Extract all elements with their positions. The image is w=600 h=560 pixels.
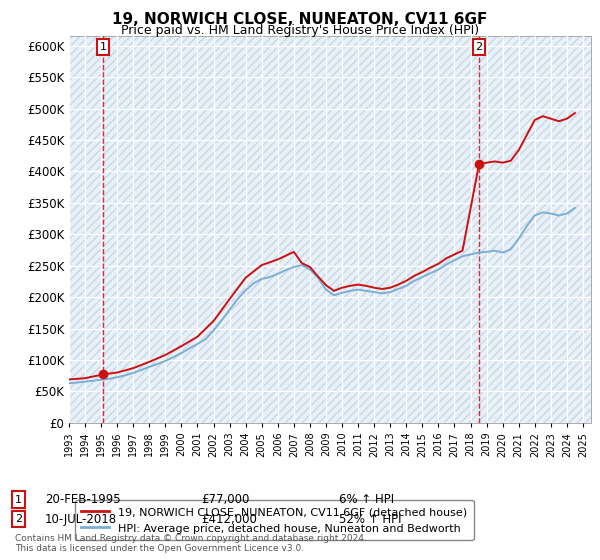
19, NORWICH CLOSE, NUNEATON, CV11 6GF (detached house) bbox=[491, 158, 498, 165]
19, NORWICH CLOSE, NUNEATON, CV11 6GF (detached house) bbox=[563, 115, 571, 122]
19, NORWICH CLOSE, NUNEATON, CV11 6GF (detached house) bbox=[411, 272, 418, 279]
19, NORWICH CLOSE, NUNEATON, CV11 6GF (detached house) bbox=[100, 371, 107, 378]
Text: 1: 1 bbox=[15, 494, 22, 505]
19, NORWICH CLOSE, NUNEATON, CV11 6GF (detached house) bbox=[113, 369, 121, 376]
Legend: 19, NORWICH CLOSE, NUNEATON, CV11 6GF (detached house), HPI: Average price, deta: 19, NORWICH CLOSE, NUNEATON, CV11 6GF (d… bbox=[74, 500, 473, 540]
19, NORWICH CLOSE, NUNEATON, CV11 6GF (detached house) bbox=[162, 352, 169, 358]
19, NORWICH CLOSE, NUNEATON, CV11 6GF (detached house) bbox=[274, 256, 281, 263]
19, NORWICH CLOSE, NUNEATON, CV11 6GF (detached house) bbox=[307, 264, 314, 270]
19, NORWICH CLOSE, NUNEATON, CV11 6GF (detached house) bbox=[547, 115, 554, 122]
19, NORWICH CLOSE, NUNEATON, CV11 6GF (detached house) bbox=[443, 255, 450, 262]
19, NORWICH CLOSE, NUNEATON, CV11 6GF (detached house) bbox=[242, 274, 249, 281]
19, NORWICH CLOSE, NUNEATON, CV11 6GF (detached house) bbox=[507, 157, 514, 164]
19, NORWICH CLOSE, NUNEATON, CV11 6GF (detached house) bbox=[435, 260, 442, 267]
HPI: Average price, detached house, Nuneaton and Bedworth: (2.01e+03, 2.31e+05): Average price, detached house, Nuneaton … bbox=[314, 274, 322, 281]
19, NORWICH CLOSE, NUNEATON, CV11 6GF (detached house) bbox=[82, 375, 89, 381]
19, NORWICH CLOSE, NUNEATON, CV11 6GF (detached house) bbox=[314, 273, 322, 280]
19, NORWICH CLOSE, NUNEATON, CV11 6GF (detached house) bbox=[515, 147, 523, 153]
19, NORWICH CLOSE, NUNEATON, CV11 6GF (detached house) bbox=[65, 376, 73, 383]
19, NORWICH CLOSE, NUNEATON, CV11 6GF (detached house) bbox=[210, 318, 217, 324]
19, NORWICH CLOSE, NUNEATON, CV11 6GF (detached house) bbox=[379, 286, 386, 292]
Text: 2: 2 bbox=[15, 514, 22, 524]
19, NORWICH CLOSE, NUNEATON, CV11 6GF (detached house) bbox=[403, 277, 410, 284]
HPI: Average price, detached house, Nuneaton and Bedworth: (2.01e+03, 2.37e+05): Average price, detached house, Nuneaton … bbox=[274, 270, 281, 277]
19, NORWICH CLOSE, NUNEATON, CV11 6GF (detached house) bbox=[483, 160, 490, 166]
19, NORWICH CLOSE, NUNEATON, CV11 6GF (detached house) bbox=[523, 132, 530, 138]
19, NORWICH CLOSE, NUNEATON, CV11 6GF (detached house) bbox=[451, 251, 458, 258]
Text: 10-JUL-2018: 10-JUL-2018 bbox=[45, 512, 117, 526]
19, NORWICH CLOSE, NUNEATON, CV11 6GF (detached house) bbox=[539, 113, 547, 119]
19, NORWICH CLOSE, NUNEATON, CV11 6GF (detached house) bbox=[395, 281, 402, 288]
Text: 2: 2 bbox=[475, 42, 482, 52]
19, NORWICH CLOSE, NUNEATON, CV11 6GF (detached house) bbox=[298, 260, 305, 267]
19, NORWICH CLOSE, NUNEATON, CV11 6GF (detached house) bbox=[362, 282, 370, 289]
19, NORWICH CLOSE, NUNEATON, CV11 6GF (detached house) bbox=[499, 160, 506, 166]
Text: Contains HM Land Registry data © Crown copyright and database right 2024.
This d: Contains HM Land Registry data © Crown c… bbox=[15, 534, 367, 553]
19, NORWICH CLOSE, NUNEATON, CV11 6GF (detached house) bbox=[226, 296, 233, 302]
19, NORWICH CLOSE, NUNEATON, CV11 6GF (detached house) bbox=[571, 110, 578, 116]
19, NORWICH CLOSE, NUNEATON, CV11 6GF (detached house) bbox=[322, 282, 329, 288]
19, NORWICH CLOSE, NUNEATON, CV11 6GF (detached house) bbox=[475, 161, 482, 167]
Text: Price paid vs. HM Land Registry's House Price Index (HPI): Price paid vs. HM Land Registry's House … bbox=[121, 24, 479, 36]
Text: 52% ↑ HPI: 52% ↑ HPI bbox=[339, 512, 401, 526]
19, NORWICH CLOSE, NUNEATON, CV11 6GF (detached house) bbox=[386, 284, 394, 291]
19, NORWICH CLOSE, NUNEATON, CV11 6GF (detached house) bbox=[290, 249, 298, 255]
19, NORWICH CLOSE, NUNEATON, CV11 6GF (detached house) bbox=[338, 284, 346, 291]
Text: 20-FEB-1995: 20-FEB-1995 bbox=[45, 493, 121, 506]
19, NORWICH CLOSE, NUNEATON, CV11 6GF (detached house) bbox=[130, 365, 137, 371]
19, NORWICH CLOSE, NUNEATON, CV11 6GF (detached house) bbox=[146, 358, 153, 365]
19, NORWICH CLOSE, NUNEATON, CV11 6GF (detached house) bbox=[258, 262, 265, 268]
Line: HPI: Average price, detached house, Nuneaton and Bedworth: HPI: Average price, detached house, Nune… bbox=[69, 208, 575, 383]
Line: 19, NORWICH CLOSE, NUNEATON, CV11 6GF (detached house): 19, NORWICH CLOSE, NUNEATON, CV11 6GF (d… bbox=[69, 113, 575, 380]
HPI: Average price, detached house, Nuneaton and Bedworth: (2.01e+03, 2.13e+05): Average price, detached house, Nuneaton … bbox=[395, 286, 402, 292]
19, NORWICH CLOSE, NUNEATON, CV11 6GF (detached house) bbox=[427, 264, 434, 271]
19, NORWICH CLOSE, NUNEATON, CV11 6GF (detached house) bbox=[194, 333, 201, 340]
19, NORWICH CLOSE, NUNEATON, CV11 6GF (detached house) bbox=[555, 118, 562, 124]
Text: £77,000: £77,000 bbox=[201, 493, 250, 506]
Text: 1: 1 bbox=[100, 42, 107, 52]
19, NORWICH CLOSE, NUNEATON, CV11 6GF (detached house) bbox=[459, 248, 466, 254]
19, NORWICH CLOSE, NUNEATON, CV11 6GF (detached house) bbox=[371, 284, 378, 291]
Text: £412,000: £412,000 bbox=[201, 512, 257, 526]
19, NORWICH CLOSE, NUNEATON, CV11 6GF (detached house) bbox=[531, 116, 538, 123]
HPI: Average price, detached house, Nuneaton and Bedworth: (1.99e+03, 6.3e+04): Average price, detached house, Nuneaton … bbox=[65, 380, 73, 386]
Text: 19, NORWICH CLOSE, NUNEATON, CV11 6GF: 19, NORWICH CLOSE, NUNEATON, CV11 6GF bbox=[112, 12, 488, 27]
19, NORWICH CLOSE, NUNEATON, CV11 6GF (detached house) bbox=[178, 343, 185, 349]
Text: 6% ↑ HPI: 6% ↑ HPI bbox=[339, 493, 394, 506]
19, NORWICH CLOSE, NUNEATON, CV11 6GF (detached house) bbox=[346, 282, 353, 289]
HPI: Average price, detached house, Nuneaton and Bedworth: (2e+03, 7.95e+04): Average price, detached house, Nuneaton … bbox=[130, 370, 137, 376]
19, NORWICH CLOSE, NUNEATON, CV11 6GF (detached house) bbox=[331, 287, 338, 294]
HPI: Average price, detached house, Nuneaton and Bedworth: (2.01e+03, 2.1e+05): Average price, detached house, Nuneaton … bbox=[346, 287, 353, 294]
HPI: Average price, detached house, Nuneaton and Bedworth: (2.02e+03, 3.42e+05): Average price, detached house, Nuneaton … bbox=[571, 204, 578, 211]
19, NORWICH CLOSE, NUNEATON, CV11 6GF (detached house) bbox=[355, 281, 362, 288]
19, NORWICH CLOSE, NUNEATON, CV11 6GF (detached house) bbox=[419, 269, 426, 276]
HPI: Average price, detached house, Nuneaton and Bedworth: (2.01e+03, 2.08e+05): Average price, detached house, Nuneaton … bbox=[386, 289, 394, 296]
